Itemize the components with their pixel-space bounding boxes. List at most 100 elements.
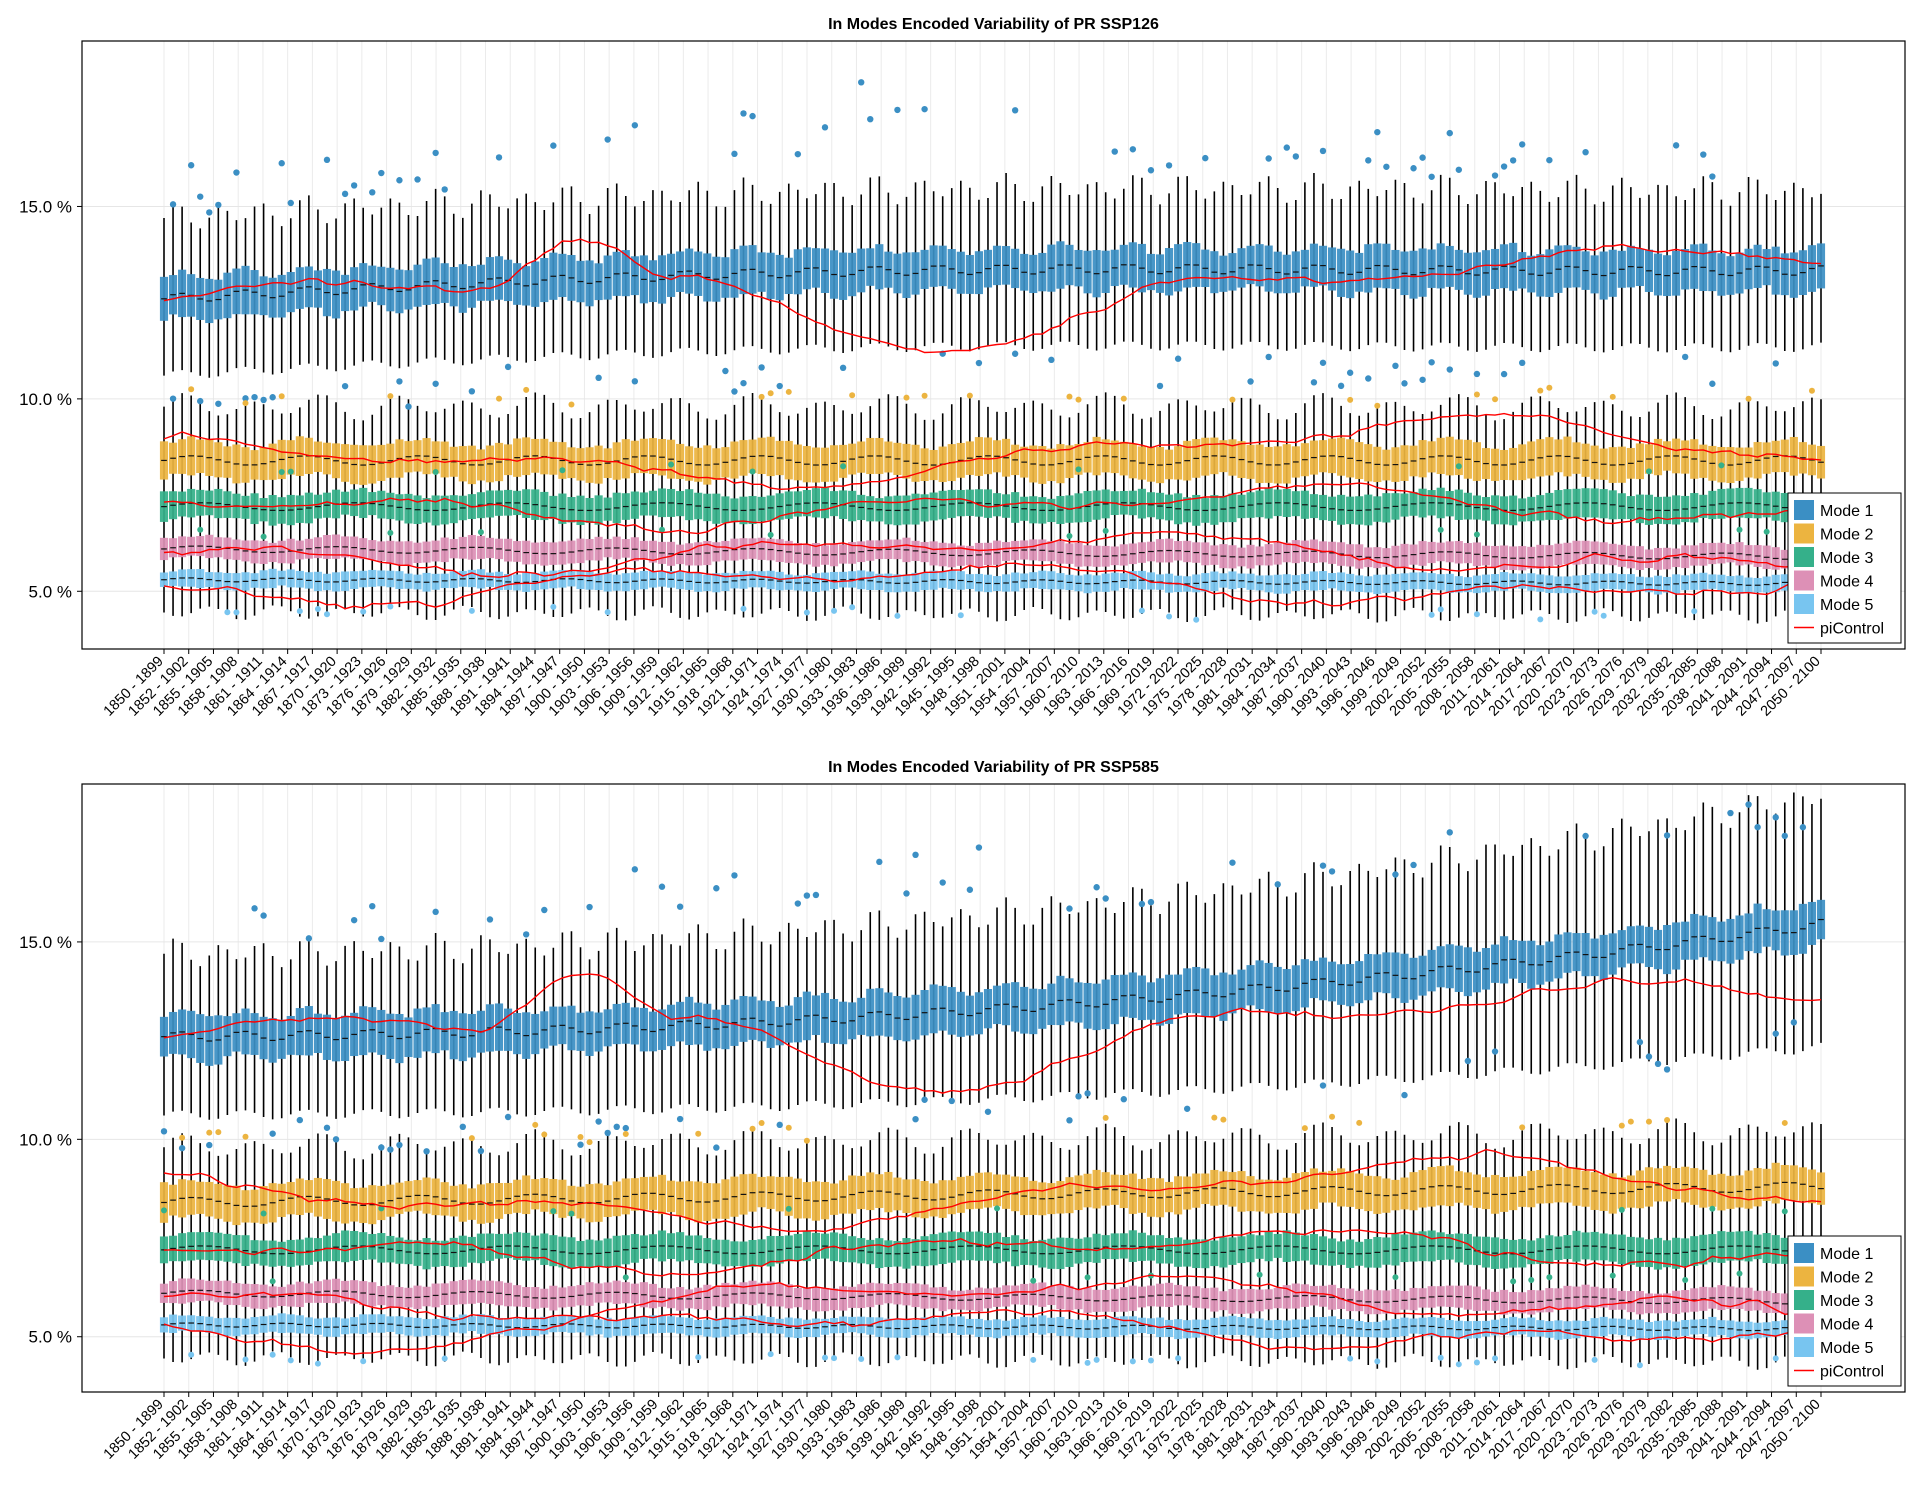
outlier-mode-1: [522, 931, 530, 938]
y-tick-label: 15.0 %: [19, 197, 72, 216]
outlier-mode-1: [504, 363, 512, 371]
outlier-mode-2: [586, 1139, 593, 1146]
chart-title: In Modes Encoded Variability of PR SSP12…: [828, 16, 1159, 33]
outlier-mode-1: [1410, 165, 1417, 172]
outlier-mode-1: [1129, 146, 1137, 153]
outlier-mode-1: [541, 906, 548, 914]
outlier-mode-1: [251, 905, 258, 912]
outlier-mode-3: [840, 463, 847, 470]
outlier-mode-1: [405, 403, 412, 410]
legend: Mode 1 Mode 2 Mode 3 Mode 4 Mode 5 piControl: [1787, 492, 1902, 644]
outlier-mode-1: [1455, 166, 1463, 173]
outlier-mode-5: [314, 1360, 321, 1367]
outlier-mode-1: [1011, 107, 1019, 114]
outlier-mode-2: [496, 395, 503, 402]
outlier-mode-3: [260, 1210, 267, 1217]
outlier-mode-1: [160, 1128, 168, 1135]
outlier-mode-1: [1582, 148, 1589, 156]
outlier-mode-1: [713, 1144, 720, 1151]
outlier-mode-1: [504, 1113, 512, 1121]
outlier-mode-5: [1437, 606, 1444, 613]
outlier-mode-1: [1202, 154, 1209, 162]
medians-mode-4: [161, 545, 1824, 561]
outlier-mode-2: [215, 1129, 222, 1136]
outlier-mode-2: [749, 1125, 756, 1132]
outlier-mode-1: [215, 201, 222, 209]
outlier-mode-3: [559, 467, 566, 474]
outlier-mode-3: [1066, 533, 1073, 540]
outlier-mode-1: [350, 916, 358, 924]
medians-mode-1: [161, 264, 1824, 302]
outlier-mode-1: [1709, 380, 1716, 387]
outlier-mode-1: [396, 177, 403, 184]
outlier-mode-1: [1419, 154, 1426, 161]
outlier-mode-2: [1075, 396, 1082, 403]
outlier-mode-3: [197, 526, 204, 533]
outlier-mode-1: [169, 201, 177, 208]
outlier-mode-1: [350, 182, 358, 189]
outlier-mode-1: [858, 79, 865, 86]
medians-mode-1: [161, 918, 1824, 1042]
outlier-mode-5: [604, 609, 611, 616]
outlier-mode-1: [396, 378, 403, 385]
outlier-mode-3: [1736, 526, 1743, 533]
outlier-mode-1: [1247, 378, 1254, 385]
outlier-mode-1: [1446, 366, 1453, 373]
outlier-mode-3: [749, 468, 756, 475]
outlier-mode-1: [206, 209, 213, 216]
outlier-mode-1: [821, 124, 829, 131]
outlier-mode-1: [776, 1121, 783, 1129]
outlier-mode-5: [1166, 613, 1173, 620]
outlier-mode-1: [432, 149, 439, 157]
outlier-mode-1: [776, 382, 783, 390]
outlier-mode-5: [803, 609, 810, 616]
outlier-mode-1: [839, 364, 847, 372]
outlier-mode-5: [188, 1351, 195, 1358]
outlier-mode-1: [396, 1141, 403, 1149]
outlier-mode-1: [894, 106, 901, 114]
picontrol-line-mode-4: [163, 530, 1822, 579]
outlier-mode-1: [586, 903, 593, 911]
legend-label: Mode 1: [1820, 503, 1873, 520]
outlier-mode-1: [731, 388, 738, 395]
outlier-mode-1: [658, 883, 666, 890]
outlier-mode-1: [749, 112, 756, 120]
boxes-mode-1: [159, 241, 1826, 324]
picontrol-line-mode-1: [163, 238, 1822, 354]
outlier-mode-1: [387, 1146, 394, 1153]
outlier-mode-1: [1319, 359, 1327, 366]
outlier-mode-1: [378, 1144, 385, 1151]
outlier-mode-5: [849, 604, 856, 611]
outlier-mode-1: [1518, 359, 1526, 367]
outlier-mode-1: [1011, 350, 1019, 357]
outlier-mode-5: [224, 609, 231, 616]
legend-label: Mode 3: [1820, 550, 1873, 567]
outlier-mode-2: [921, 392, 928, 399]
outlier-mode-3: [260, 533, 267, 540]
picontrol-lines: [163, 238, 1822, 610]
outlier-mode-1: [1374, 128, 1381, 136]
outlier-mode-1: [468, 388, 476, 395]
outlier-mode-5: [831, 607, 838, 614]
outlier-mode-3: [622, 1274, 629, 1281]
outlier-mode-2: [785, 388, 792, 395]
outlier-mode-2: [758, 1119, 765, 1126]
outlier-mode-1: [1518, 141, 1526, 148]
outlier-mode-1: [631, 378, 639, 385]
outlier-mode-1: [1310, 379, 1318, 386]
outlier-mode-1: [206, 1141, 213, 1149]
outlier-mode-5: [1537, 616, 1544, 623]
outlier-mode-1: [550, 142, 557, 149]
outlier-mode-3: [387, 529, 394, 536]
outlier-mode-1: [722, 367, 729, 375]
outlier-mode-5: [269, 1351, 276, 1358]
outlier-mode-1: [740, 110, 747, 117]
outlier-mode-3: [1455, 463, 1462, 470]
outlier-mode-1: [604, 1129, 611, 1137]
outlier-mode-1: [1419, 376, 1426, 383]
outlier-mode-2: [966, 392, 973, 399]
outlier-mode-5: [242, 1356, 249, 1363]
y-tick-label: 10.0 %: [19, 390, 72, 409]
outlier-mode-2: [1347, 396, 1354, 403]
